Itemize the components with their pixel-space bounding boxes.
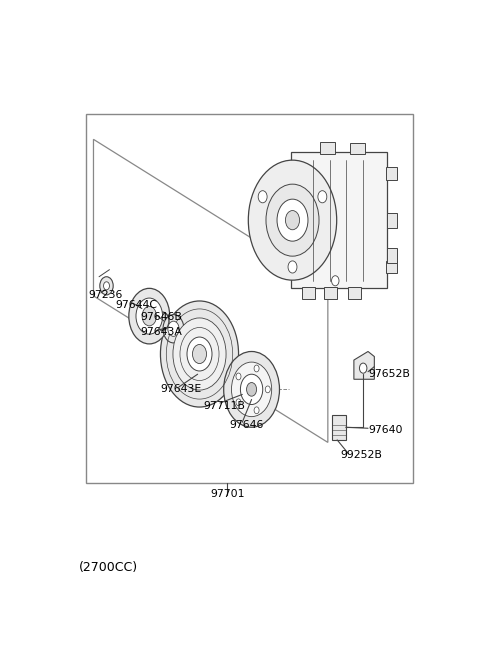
Circle shape	[266, 184, 319, 256]
Circle shape	[254, 365, 259, 372]
Bar	[324, 287, 337, 299]
Bar	[321, 142, 335, 155]
Text: 97643E: 97643E	[160, 384, 202, 394]
Circle shape	[360, 363, 367, 373]
Text: 97646B: 97646B	[140, 312, 182, 322]
Bar	[332, 415, 346, 440]
Circle shape	[332, 276, 339, 286]
Text: 97643A: 97643A	[140, 327, 182, 337]
Bar	[350, 144, 365, 155]
Circle shape	[286, 211, 300, 230]
Circle shape	[100, 277, 113, 295]
Bar	[86, 114, 413, 483]
Text: 97236: 97236	[88, 290, 122, 300]
Circle shape	[104, 282, 109, 290]
Circle shape	[248, 160, 336, 280]
Circle shape	[168, 321, 179, 337]
Circle shape	[231, 362, 272, 417]
Circle shape	[224, 352, 279, 427]
Circle shape	[236, 399, 241, 405]
Circle shape	[173, 318, 226, 390]
Text: 97652B: 97652B	[369, 369, 410, 379]
Circle shape	[288, 261, 297, 273]
Circle shape	[258, 191, 267, 203]
Bar	[387, 213, 396, 228]
Circle shape	[163, 315, 184, 343]
Circle shape	[265, 386, 270, 393]
Circle shape	[136, 298, 163, 334]
Text: 97646: 97646	[229, 420, 264, 430]
Bar	[290, 152, 387, 289]
Circle shape	[277, 199, 308, 241]
Circle shape	[129, 289, 170, 344]
Text: 97640: 97640	[369, 425, 403, 435]
Text: 97701: 97701	[210, 489, 245, 499]
Circle shape	[318, 191, 327, 203]
Circle shape	[236, 373, 241, 380]
Text: 97644C: 97644C	[116, 300, 158, 310]
Text: 99252B: 99252B	[341, 450, 383, 460]
Circle shape	[254, 407, 259, 414]
Polygon shape	[354, 352, 374, 379]
Bar	[385, 260, 396, 273]
Bar	[302, 287, 315, 299]
Circle shape	[240, 374, 263, 405]
Circle shape	[247, 382, 257, 396]
Circle shape	[160, 301, 239, 407]
Bar	[385, 167, 396, 180]
Polygon shape	[94, 139, 328, 442]
Circle shape	[142, 306, 156, 326]
Text: 97711B: 97711B	[203, 401, 245, 411]
Circle shape	[187, 337, 212, 371]
Circle shape	[192, 344, 206, 363]
Text: (2700CC): (2700CC)	[79, 561, 138, 574]
Bar	[348, 287, 361, 299]
Bar	[387, 248, 396, 263]
